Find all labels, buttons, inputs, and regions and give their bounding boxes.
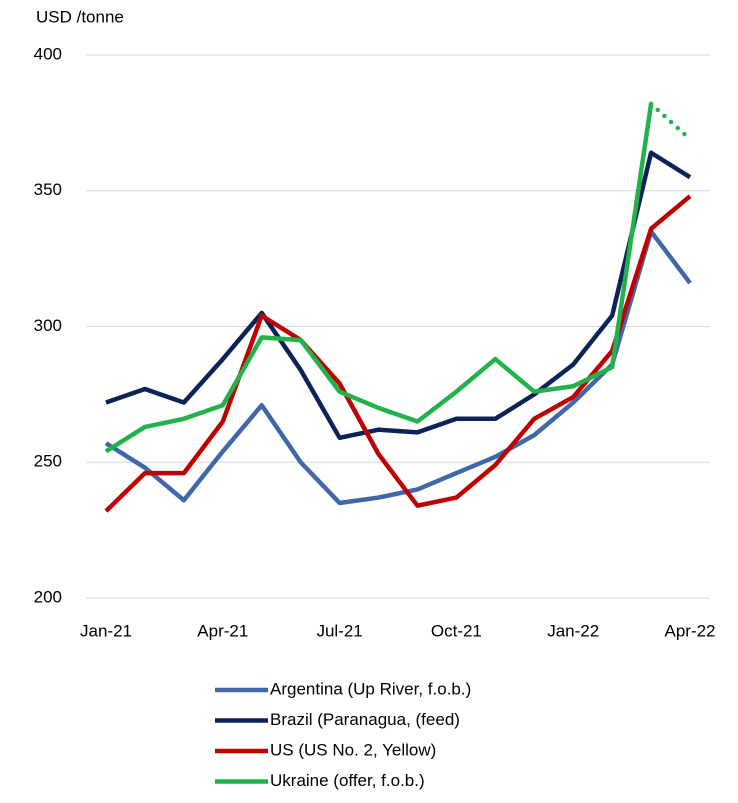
series-line [105,150,692,441]
series-line [104,229,692,506]
legend-label: Brazil (Paranagua, (feed) [270,710,460,729]
x-tick-label: Apr-22 [664,621,715,640]
x-tick-label: Jul-21 [316,621,362,640]
y-axis-label: USD /tonne [36,7,124,26]
y-tick-label: 200 [34,587,62,606]
x-tick-label: Jan-21 [80,621,132,640]
y-tick-label: 300 [34,316,62,335]
series-line [104,194,692,513]
series-line-dotted [648,101,693,142]
legend-label: Argentina (Up River, f.o.b.) [270,679,471,698]
y-tick-label: 400 [34,44,62,63]
x-tick-label: Jan-22 [547,621,599,640]
legend-label: Ukraine (offer, f.o.b.) [270,771,425,790]
legend-label: US (US No. 2, Yellow) [270,740,436,759]
y-tick-label: 250 [34,452,62,471]
y-tick-label: 350 [34,180,62,199]
x-tick-label: Oct-21 [431,621,482,640]
x-tick-label: Apr-21 [197,621,248,640]
series-line [104,103,654,454]
